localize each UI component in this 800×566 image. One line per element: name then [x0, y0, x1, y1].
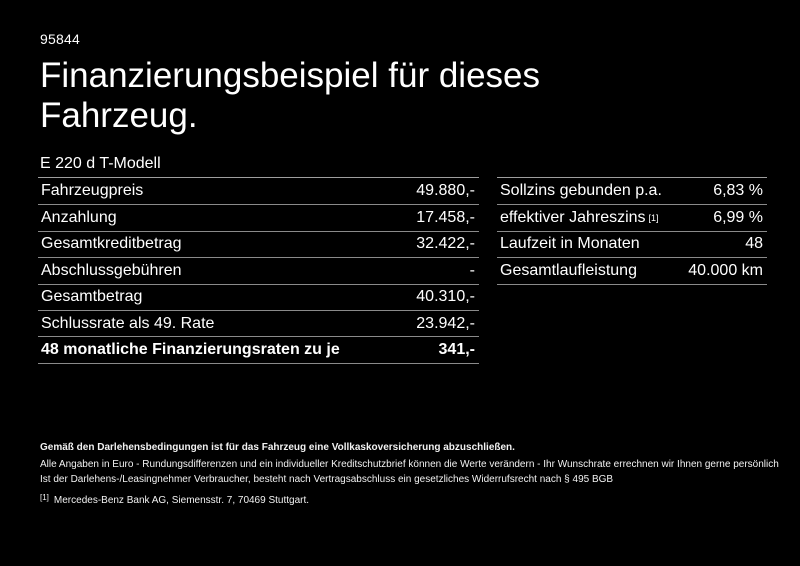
page-title-line1: Finanzierungsbeispiel für dieses — [40, 56, 540, 95]
footnote-marker: [1] — [40, 493, 49, 502]
row-label: Gesamtbetrag — [41, 288, 143, 306]
row-value: 6,83 % — [713, 182, 763, 200]
table-row: Laufzeit in Monaten 48 — [497, 230, 767, 257]
row-label: Sollzins gebunden p.a. — [500, 182, 662, 200]
table-row: Gesamtbetrag 40.310,- — [38, 283, 479, 310]
row-label: Gesamtlaufleistung — [500, 261, 637, 279]
row-label: 48 monatliche Finanzierungsraten zu je — [41, 341, 340, 359]
conditions-table: Sollzins gebunden p.a. 6,83 % effektiver… — [497, 177, 767, 285]
table-row: Gesamtlaufleistung 40.000 km — [497, 257, 767, 283]
row-value: 40.000 km — [688, 261, 763, 279]
row-value: 49.880,- — [416, 182, 475, 200]
table-row: Abschlussgebühren - — [38, 257, 479, 283]
insurance-note: Gemäß den Darlehensbedingungen ist für d… — [40, 442, 515, 453]
table-row: Gesamtkreditbetrag 32.422,- — [38, 230, 479, 257]
disclaimer-line1: Alle Angaben in Euro - Rundungsdifferenz… — [40, 459, 779, 470]
table-row: Fahrzeugpreis 49.880,- — [38, 178, 479, 204]
row-value: 40.310,- — [416, 288, 475, 306]
disclaimer-line2: Ist der Darlehens-/Leasingnehmer Verbrau… — [40, 474, 614, 485]
row-value: - — [469, 261, 475, 279]
row-label: Gesamtkreditbetrag — [41, 235, 182, 253]
table-row: Schlussrate als 49. Rate 23.942,- — [38, 309, 479, 336]
row-label: Fahrzeugpreis — [41, 182, 144, 200]
row-label: effektiver Jahreszins — [500, 209, 646, 227]
page-title: Finanzierungsbeispiel für dieses Fahrzeug… — [40, 56, 540, 136]
vehicle-model: E 220 d T-Modell — [40, 155, 161, 172]
row-label: Schlussrate als 49. Rate — [41, 314, 215, 332]
page-title-line2: Fahrzeug. — [40, 96, 198, 135]
row-value: 48 — [745, 235, 763, 253]
row-label: Abschlussgebühren — [41, 261, 182, 279]
table-row: effektiver Jahreszins [1] 6,99 % — [497, 204, 767, 230]
row-value: 23.942,- — [416, 314, 475, 332]
table-row: Sollzins gebunden p.a. 6,83 % — [497, 178, 767, 204]
footnote-text: Mercedes-Benz Bank AG, Siemensstr. 7, 70… — [53, 495, 310, 506]
row-value: 32.422,- — [416, 235, 475, 253]
row-label: Laufzeit in Monaten — [500, 235, 640, 253]
financing-table: Fahrzeugpreis 49.880,- Anzahlung 17.458,… — [38, 177, 479, 364]
row-value: 6,99 % — [713, 209, 763, 227]
row-value: 17.458,- — [416, 209, 475, 227]
row-value: 341,- — [438, 341, 475, 359]
table-row: Anzahlung 17.458,- — [38, 204, 479, 230]
listing-ref-number: 95844 — [40, 31, 80, 47]
row-label: Anzahlung — [41, 209, 117, 227]
bank-footnote: [1] Mercedes-Benz Bank AG, Siemensstr. 7,… — [40, 493, 309, 506]
table-row: 48 monatliche Finanzierungsraten zu je 3… — [38, 336, 479, 362]
